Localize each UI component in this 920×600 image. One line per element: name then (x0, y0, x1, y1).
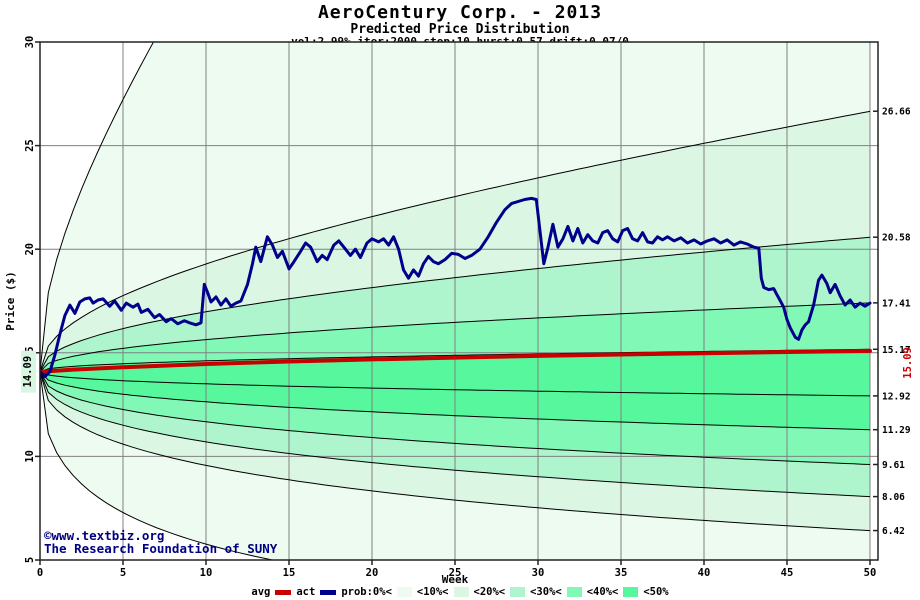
avg-line (40, 348, 872, 374)
plot-frame (39, 41, 879, 561)
quantile-endpoint-label: 8.06 (882, 492, 905, 503)
legend-band-swatch (566, 587, 582, 597)
x-tick-label: 35 (615, 567, 628, 579)
legend-band-swatch (623, 587, 639, 597)
quantile-curve (40, 110, 871, 372)
quantile-curve (40, 371, 871, 465)
legend: avg act prob:0%< <10%< <20%< <30%< <40%< <50% (0, 586, 920, 598)
y-tick-label: 30 (24, 36, 36, 49)
quantile-endpoint-label: 26.66 (882, 107, 911, 118)
quantile-curve (40, 371, 275, 560)
legend-label: <40%< (586, 586, 619, 598)
legend-line-swatch (320, 589, 337, 595)
quantile-curve (40, 302, 871, 373)
x-tick-label: 15 (283, 567, 296, 579)
y-tick-label: 25 (24, 139, 36, 152)
act-line (40, 196, 872, 379)
quantile-curve (40, 371, 871, 431)
legend-label: prob:0%< (341, 586, 392, 598)
quantile-curve (40, 371, 871, 498)
x-axis-title: Week (441, 573, 469, 586)
x-tick-label: 20 (366, 567, 379, 579)
quantile-endpoint-label: 20.58 (882, 233, 911, 244)
legend-label: <10%< (416, 586, 449, 598)
final-avg-label: 15.09 (902, 347, 914, 379)
legend-label: <30%< (530, 586, 562, 598)
x-tick-label: 10 (200, 567, 213, 579)
quantile-curve (40, 236, 871, 372)
legend-line-swatch (275, 589, 292, 595)
chart-subtitle: Predicted Price Distribution (350, 22, 570, 37)
legend-label: <20%< (473, 586, 506, 598)
y-tick-label: 10 (24, 450, 36, 463)
chart-title: AeroCentury Corp. - 2013 (317, 2, 603, 23)
quantile-endpoint-label: 6.42 (882, 526, 905, 537)
start-price-label: 14.09 (22, 356, 34, 388)
quantile-endpoint-label: 15.17 (882, 345, 911, 356)
y-tick-label: 20 (24, 243, 36, 256)
quantile-endpoint-label: 17.41 (882, 298, 911, 309)
quantile-endpoint-label: 12.92 (882, 391, 911, 402)
watermark-url: ©www.textbiz.org (44, 528, 165, 543)
legend-band-swatch (510, 587, 526, 597)
x-tick-label: 0 (37, 567, 43, 579)
x-tick-label: 25 (449, 567, 462, 579)
x-tick-label: 40 (698, 567, 711, 579)
x-tick-label: 45 (781, 567, 794, 579)
quantile-curve (40, 371, 871, 532)
start-price-highlight (21, 350, 36, 393)
watermark-org: The Research Foundation of SUNY (44, 541, 278, 556)
quantile-endpoint-label: 11.29 (882, 425, 911, 436)
legend-label: avg (251, 586, 271, 598)
legend-band-swatch (396, 587, 412, 597)
x-tick-label: 5 (120, 567, 126, 579)
x-tick-label: 30 (532, 567, 545, 579)
quantile-endpoint-label: 9.61 (882, 460, 905, 471)
legend-label: act (296, 586, 316, 598)
x-tick-label: 50 (864, 567, 877, 579)
y-tick-label: 5 (24, 557, 36, 563)
y-axis-title: Price ($) (4, 271, 17, 331)
quantile-curve (40, 371, 871, 397)
legend-band-swatch (453, 587, 469, 597)
legend-label: <50% (643, 586, 669, 598)
